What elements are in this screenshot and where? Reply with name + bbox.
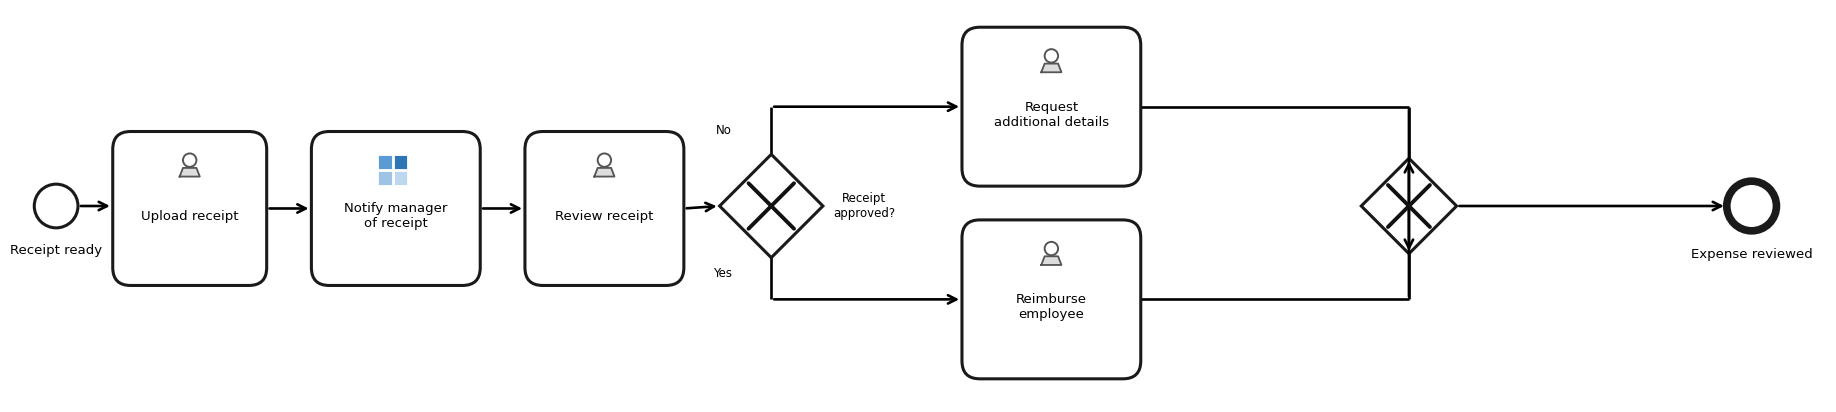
- Text: Yes: Yes: [712, 267, 731, 280]
- Bar: [378, 155, 393, 169]
- FancyBboxPatch shape: [962, 220, 1140, 379]
- Circle shape: [1728, 181, 1777, 231]
- Text: Reimburse
employee: Reimburse employee: [1015, 293, 1087, 321]
- Text: Notify manager
of receipt: Notify manager of receipt: [343, 202, 448, 230]
- Text: No: No: [716, 124, 731, 137]
- Polygon shape: [1041, 256, 1061, 265]
- FancyBboxPatch shape: [525, 131, 683, 286]
- Text: Receipt ready: Receipt ready: [9, 244, 103, 257]
- Polygon shape: [1360, 158, 1456, 254]
- FancyBboxPatch shape: [962, 27, 1140, 186]
- FancyBboxPatch shape: [312, 131, 481, 286]
- Text: Receipt
approved?: Receipt approved?: [834, 192, 894, 220]
- Polygon shape: [595, 168, 615, 177]
- Text: Expense reviewed: Expense reviewed: [1691, 248, 1812, 261]
- Polygon shape: [1041, 63, 1061, 72]
- Bar: [393, 155, 408, 169]
- Text: Request
additional details: Request additional details: [993, 101, 1109, 129]
- Text: Review receipt: Review receipt: [554, 210, 654, 223]
- Circle shape: [35, 184, 77, 228]
- FancyBboxPatch shape: [112, 131, 266, 286]
- Text: Upload receipt: Upload receipt: [141, 210, 239, 223]
- Bar: [378, 171, 393, 185]
- Bar: [393, 171, 408, 185]
- Polygon shape: [180, 168, 200, 177]
- Polygon shape: [720, 154, 823, 258]
